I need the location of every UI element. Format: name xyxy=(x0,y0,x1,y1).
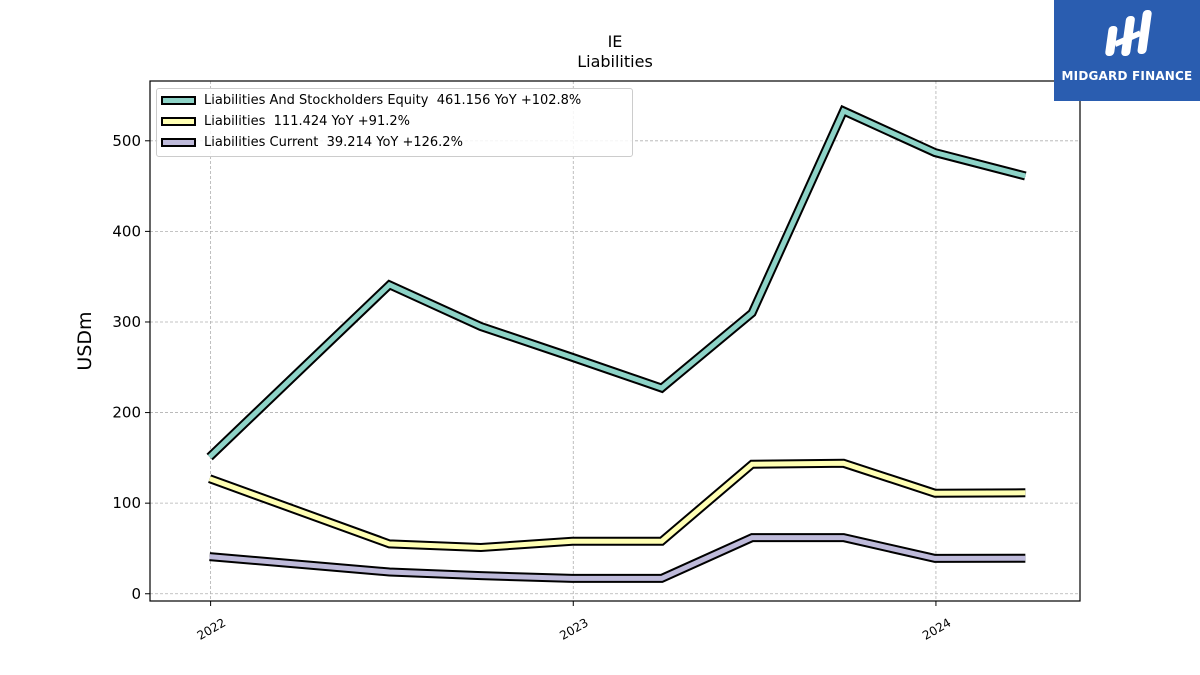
legend-label-liabilities: Liabilities 111.424 YoY +91.2% xyxy=(204,113,410,129)
y-tick-label: 200 xyxy=(112,404,141,422)
series-outline-1 xyxy=(208,458,1026,553)
y-tick-label: 400 xyxy=(112,222,141,240)
legend-item-liabilities: Liabilities 111.424 YoY +91.2% xyxy=(161,112,410,130)
series-line-2 xyxy=(209,535,1026,581)
x-tick-label: 2023 xyxy=(557,615,590,642)
midgard-finance-logo: MIDGARD FINANCE xyxy=(1054,0,1200,101)
midgard-logo-icon xyxy=(1105,10,1152,56)
legend-item-equity: Liabilities And Stockholders Equity 461.… xyxy=(161,91,581,109)
y-axis-label: USDm xyxy=(74,311,96,370)
chart-subtitle: Liabilities xyxy=(577,52,653,71)
logo-text: MIDGARD FINANCE xyxy=(1061,69,1193,83)
x-tick-label: 2022 xyxy=(195,615,228,642)
legend-label-current: Liabilities Current 39.214 YoY +126.2% xyxy=(204,134,463,150)
y-tick-label: 100 xyxy=(112,494,141,512)
legend-label-equity: Liabilities And Stockholders Equity 461.… xyxy=(204,92,582,108)
chart-title: IE xyxy=(607,32,623,51)
series-line-0 xyxy=(207,107,1026,459)
chart-legend: Liabilities And Stockholders Equity 461.… xyxy=(156,88,633,157)
legend-swatch-equity xyxy=(161,95,196,105)
x-tick-label: 2024 xyxy=(920,615,953,642)
y-tick-label: 0 xyxy=(131,585,141,603)
series-outline-0 xyxy=(206,104,1027,461)
legend-swatch-liabilities xyxy=(161,116,196,126)
plot-frame xyxy=(149,80,1081,602)
legend-swatch-current xyxy=(161,137,196,147)
y-tick-label: 500 xyxy=(112,132,141,150)
y-tick-label: 300 xyxy=(112,313,141,331)
legend-item-current: Liabilities Current 39.214 YoY +126.2% xyxy=(161,133,463,151)
series-line-1 xyxy=(208,460,1026,551)
